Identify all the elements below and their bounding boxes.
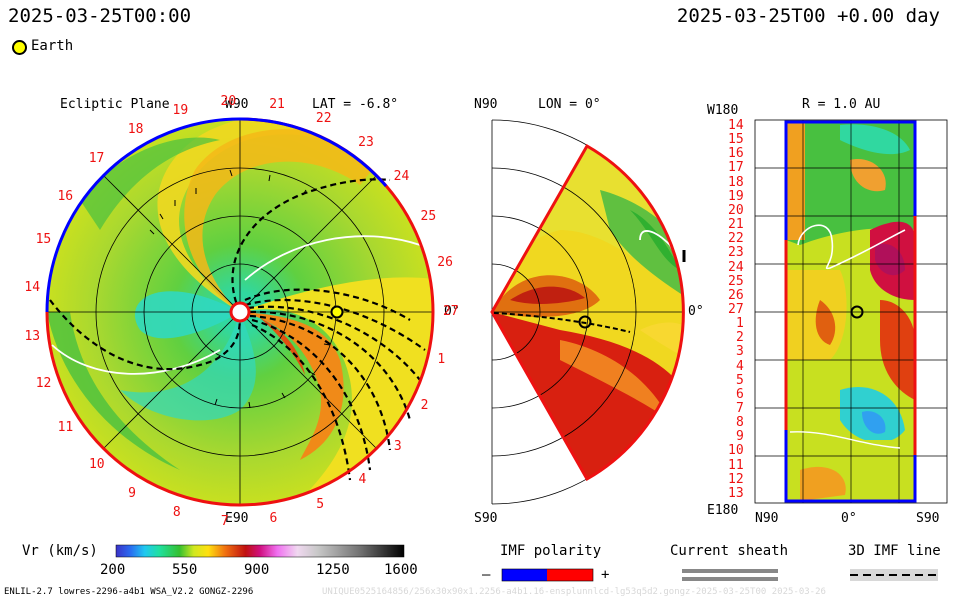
radial-row-label-13: 13 xyxy=(728,485,744,501)
sector-label-1: 1 xyxy=(437,352,446,368)
radial-x-label-n90: N90 xyxy=(755,511,779,526)
radial-row-label-20: 20 xyxy=(728,202,744,218)
radial-x-label-0: 0° xyxy=(841,511,857,526)
radial-row-label-3: 3 xyxy=(736,344,744,360)
sector-label-24: 24 xyxy=(393,168,410,184)
sector-label-10: 10 xyxy=(88,456,105,472)
sector-label-3: 3 xyxy=(393,438,402,454)
radial-row-label-6: 6 xyxy=(736,386,744,402)
radial-row-label-2: 2 xyxy=(736,330,744,346)
ecliptic-lat-label: LAT = -6.8° xyxy=(312,97,399,112)
radial-row-label-4: 4 xyxy=(736,358,744,374)
radial-row-label-25: 25 xyxy=(728,273,744,289)
sector-label-5: 5 xyxy=(316,496,325,512)
radial-row-label-17: 17 xyxy=(728,160,744,176)
radial-row-label-12: 12 xyxy=(728,471,744,487)
sector-label-20: 20 xyxy=(220,94,237,110)
meridional-right-label: 0° xyxy=(688,304,704,319)
sector-label-4: 4 xyxy=(358,472,367,488)
header-timestamp-left: 2025-03-25T00:00 xyxy=(8,5,192,27)
earth-legend-label: Earth xyxy=(31,38,74,54)
sector-label-19: 19 xyxy=(172,102,189,118)
radial-row-label-23: 23 xyxy=(728,245,744,261)
radial-bottom-left-label: E180 xyxy=(707,503,739,518)
radial-row-label-1: 1 xyxy=(736,316,744,332)
radial-x-label-s90: S90 xyxy=(916,511,940,526)
meridional-top-label: N90 xyxy=(474,97,498,112)
radial-row-label-10: 10 xyxy=(728,443,744,459)
sector-label-12: 12 xyxy=(35,375,52,391)
sector-label-25: 25 xyxy=(420,209,437,225)
radial-row-label-24: 24 xyxy=(728,259,744,275)
run-watermark: UNIQUE0525164856/256x30x90x1.2256-a4b1.1… xyxy=(322,587,826,597)
meridional-lon-label: LON = 0° xyxy=(538,97,601,112)
colorbar-tick-900: 900 xyxy=(244,562,270,578)
sector-label-9: 9 xyxy=(128,485,136,501)
sector-label-22: 22 xyxy=(315,111,332,127)
imf-polarity-label: IMF polarity xyxy=(500,543,602,559)
radial-row-label-19: 19 xyxy=(728,188,744,204)
sector-label-7: 7 xyxy=(220,513,229,529)
sector-label-15: 15 xyxy=(35,232,52,248)
radial-row-label-5: 5 xyxy=(736,372,744,388)
ecliptic-title: Ecliptic Plane xyxy=(60,97,170,112)
sector-label-2: 2 xyxy=(420,398,429,414)
meridional-bottom-label: S90 xyxy=(474,511,498,526)
radial-surface-plot xyxy=(754,119,948,504)
colorbar-tick-1250: 1250 xyxy=(316,562,350,578)
ecliptic-top-label: W90 xyxy=(225,97,249,112)
imf-line-label: 3D IMF line xyxy=(848,543,941,559)
ecliptic-right-label: 0° xyxy=(444,304,460,319)
radial-row-label-15: 15 xyxy=(728,132,744,148)
velocity-colorbar xyxy=(115,544,405,558)
radial-top-left-label: W180 xyxy=(707,103,739,118)
colorbar-tick-200: 200 xyxy=(100,562,126,578)
radial-row-label-21: 21 xyxy=(728,217,744,233)
sector-label-23: 23 xyxy=(358,135,374,151)
imf-polarity-minus: – xyxy=(482,567,491,583)
earth-marker-icon xyxy=(12,40,27,55)
colorbar-tick-1600: 1600 xyxy=(384,562,418,578)
sector-label-14: 14 xyxy=(24,279,41,295)
colorbar-tick-550: 550 xyxy=(172,562,198,578)
radial-row-label-26: 26 xyxy=(728,287,744,303)
meridional-plane-plot xyxy=(490,119,686,505)
sector-label-18: 18 xyxy=(127,122,144,138)
colorbar-label: Vr (km/s) xyxy=(22,543,98,559)
radial-row-label-16: 16 xyxy=(728,146,744,162)
sector-label-26: 26 xyxy=(437,255,453,271)
radial-r-label: R = 1.0 AU xyxy=(802,97,881,112)
sector-label-11: 11 xyxy=(57,419,74,435)
radial-row-label-8: 8 xyxy=(736,415,744,431)
sector-label-16: 16 xyxy=(57,188,74,204)
radial-row-label-18: 18 xyxy=(728,174,744,190)
radial-row-label-11: 11 xyxy=(728,457,744,473)
sector-label-8: 8 xyxy=(172,505,181,521)
sector-label-17: 17 xyxy=(88,151,105,167)
radial-row-label-22: 22 xyxy=(728,231,744,247)
header-timestamp-right: 2025-03-25T00 +0.00 day xyxy=(676,5,940,27)
sector-label-27: 27 xyxy=(442,303,459,319)
current-sheath-label: Current sheath xyxy=(670,543,789,559)
imf-polarity-plus: + xyxy=(601,567,610,583)
sector-label-6: 6 xyxy=(269,510,278,526)
sector-label-21: 21 xyxy=(269,97,285,113)
radial-row-label-14: 14 xyxy=(728,118,744,133)
model-info-text: ENLIL-2.7 lowres-2296-a4b1 WSA_V2.2 GONG… xyxy=(4,587,254,597)
ecliptic-plane-plot xyxy=(45,117,435,507)
ecliptic-bottom-label: E90 xyxy=(225,511,249,526)
radial-row-label-7: 7 xyxy=(736,401,744,416)
radial-row-label-9: 9 xyxy=(736,429,744,445)
sector-label-13: 13 xyxy=(24,328,41,344)
radial-row-label-27: 27 xyxy=(728,301,744,317)
